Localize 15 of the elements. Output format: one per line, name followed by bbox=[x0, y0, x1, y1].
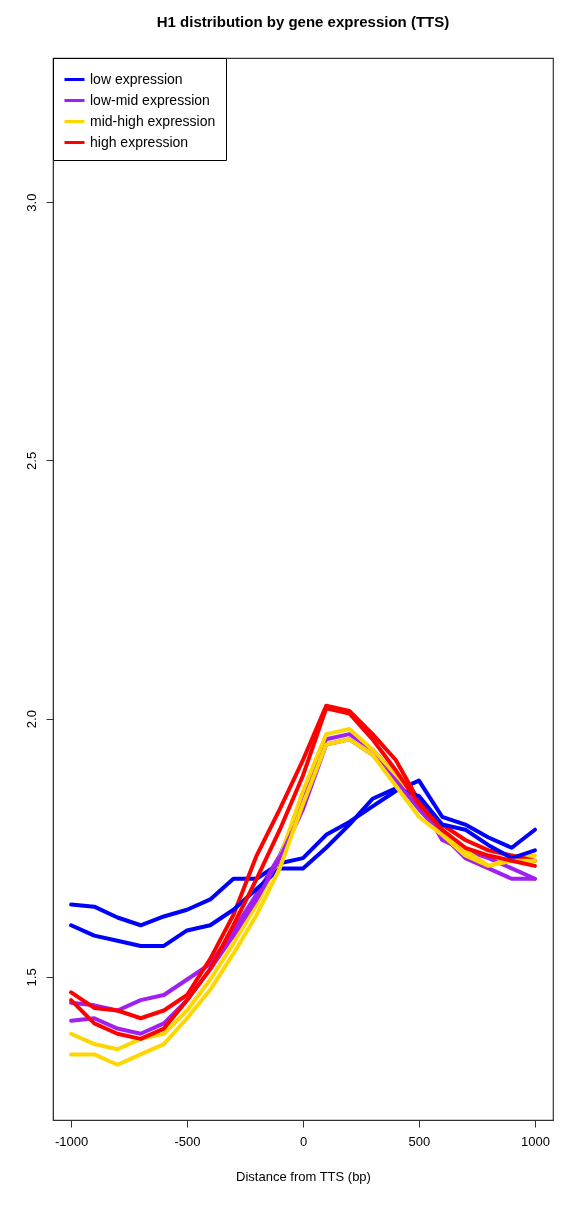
x-tick-label: 500 bbox=[408, 1133, 431, 1149]
legend-label: low-mid expression bbox=[90, 91, 210, 108]
legend-label: low expression bbox=[90, 70, 183, 87]
y-tick-label: 1.5 bbox=[23, 968, 39, 987]
x-tick-label: -1000 bbox=[54, 1133, 89, 1149]
x-tick-label: 1000 bbox=[520, 1133, 550, 1149]
x-axis-title: Distance from TTS (bp) bbox=[236, 1168, 371, 1184]
y-tick-label: 3.0 bbox=[23, 193, 39, 212]
legend-label: mid-high expression bbox=[90, 112, 216, 129]
y-tick-label: 2.0 bbox=[23, 710, 39, 729]
chart-title: H1 distribution by gene expression (TTS) bbox=[156, 12, 450, 30]
y-tick-label: 2.5 bbox=[23, 451, 39, 470]
x-tick-label: -500 bbox=[174, 1133, 201, 1149]
x-tick-label: 0 bbox=[299, 1133, 308, 1149]
legend-label: high expression bbox=[90, 133, 189, 150]
